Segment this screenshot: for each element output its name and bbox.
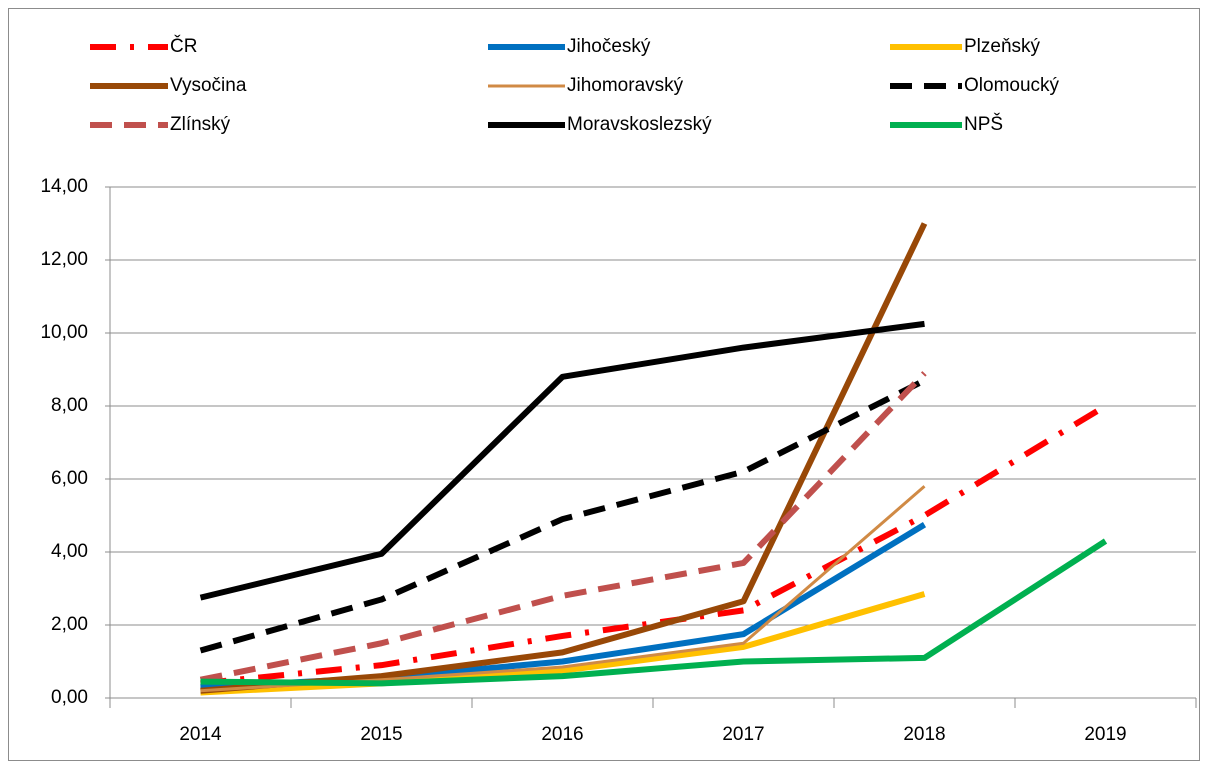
- legend-label: Plzeňský: [964, 36, 1041, 57]
- y-tick-label: 10,00: [40, 322, 88, 343]
- y-tick-label: 8,00: [51, 395, 88, 416]
- series-line: [200, 591, 926, 696]
- y-tick-label: 2,00: [51, 614, 88, 635]
- legend-label: Vysočina: [170, 75, 247, 96]
- y-tick-label: 12,00: [40, 249, 88, 270]
- x-tick-label: 2017: [722, 724, 764, 745]
- x-tick-label: 2015: [360, 724, 402, 745]
- legend-label: NPŠ: [964, 113, 1003, 135]
- legend-label: Jihočeský: [567, 36, 651, 57]
- y-tick-label: 6,00: [51, 468, 88, 489]
- legend-label: Moravskoslezský: [567, 114, 712, 135]
- legend-label: ČR: [170, 35, 197, 57]
- y-tick-label: 4,00: [51, 541, 88, 562]
- series-line: [200, 538, 1108, 687]
- x-tick-label: 2016: [541, 724, 583, 745]
- series-line: [199, 371, 927, 683]
- legend-label: Zlínský: [170, 114, 231, 135]
- x-tick-label: 2014: [179, 724, 222, 745]
- y-tick-label: 0,00: [51, 687, 88, 708]
- series-line: [199, 377, 926, 654]
- chart-frame: [8, 8, 1200, 761]
- legend-label: Jihomoravský: [567, 75, 684, 96]
- y-tick-label: 14,00: [40, 176, 88, 197]
- legend-label: Olomoucký: [964, 75, 1060, 96]
- series-line: [199, 320, 925, 601]
- x-tick-label: 2019: [1084, 724, 1126, 745]
- x-tick-label: 2018: [903, 724, 945, 745]
